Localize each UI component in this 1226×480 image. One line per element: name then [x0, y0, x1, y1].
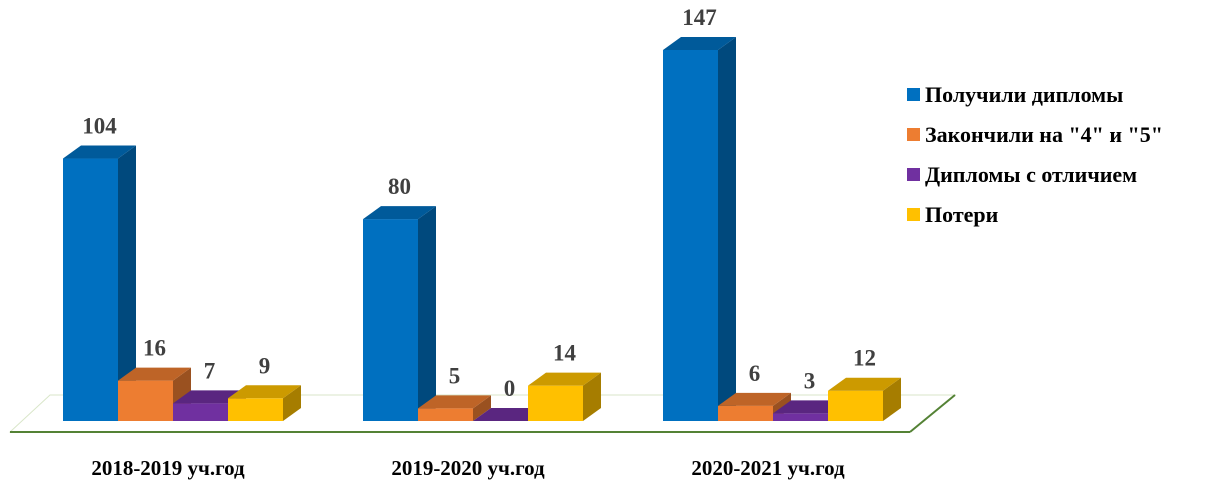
bar — [118, 380, 173, 421]
bar — [363, 219, 418, 421]
bar-top — [663, 37, 736, 50]
bar-side — [283, 385, 301, 421]
bar-top — [473, 408, 546, 421]
legend-swatch — [907, 88, 920, 101]
bar-side — [883, 377, 901, 421]
bar-side — [418, 206, 436, 421]
bar — [418, 408, 473, 421]
bar-side — [118, 145, 136, 421]
value-label: 6 — [749, 361, 761, 386]
bar — [718, 405, 773, 421]
legend-swatch — [907, 168, 920, 181]
x-tick-label: 2019-2020 уч.год — [391, 456, 545, 480]
bar — [173, 403, 228, 421]
bar — [228, 398, 283, 421]
bar-top — [228, 385, 301, 399]
bar — [828, 390, 883, 421]
value-label: 147 — [682, 5, 717, 30]
bar-top — [118, 367, 191, 381]
bar-side — [583, 372, 601, 421]
legend-swatch — [907, 208, 920, 221]
value-label: 5 — [449, 363, 461, 388]
value-label: 9 — [259, 353, 271, 378]
bar — [663, 50, 718, 421]
legend-label: Потери — [925, 202, 999, 227]
bar-top — [718, 392, 791, 406]
value-label: 12 — [853, 346, 876, 371]
x-tick-label: 2018-2019 уч.год — [91, 456, 245, 480]
value-label: 16 — [143, 336, 166, 361]
legend-label: Дипломы с отличием — [925, 162, 1137, 187]
legend-label: Закончили на "4" и "5" — [925, 122, 1163, 147]
value-label: 80 — [388, 174, 411, 199]
bar-side — [718, 37, 736, 421]
value-label: 14 — [553, 341, 577, 366]
bar-top — [363, 206, 436, 220]
bar-top — [63, 145, 136, 159]
legend-swatch — [907, 128, 920, 141]
value-label: 104 — [82, 114, 117, 139]
value-label: 3 — [804, 368, 816, 393]
value-label: 7 — [204, 358, 216, 383]
floor-edge — [909, 394, 956, 433]
bar — [528, 385, 583, 421]
bar — [63, 158, 118, 421]
x-tick-label: 2020-2021 уч.год — [691, 456, 845, 480]
bar-top — [828, 377, 901, 391]
bar-top — [773, 400, 846, 414]
bar-side — [473, 395, 491, 421]
bar-top — [528, 372, 601, 386]
bar-top — [418, 395, 491, 409]
bar — [773, 413, 828, 421]
value-label: 0 — [504, 376, 516, 401]
legend-label: Получили дипломы — [925, 82, 1123, 107]
bar-top — [173, 390, 246, 404]
